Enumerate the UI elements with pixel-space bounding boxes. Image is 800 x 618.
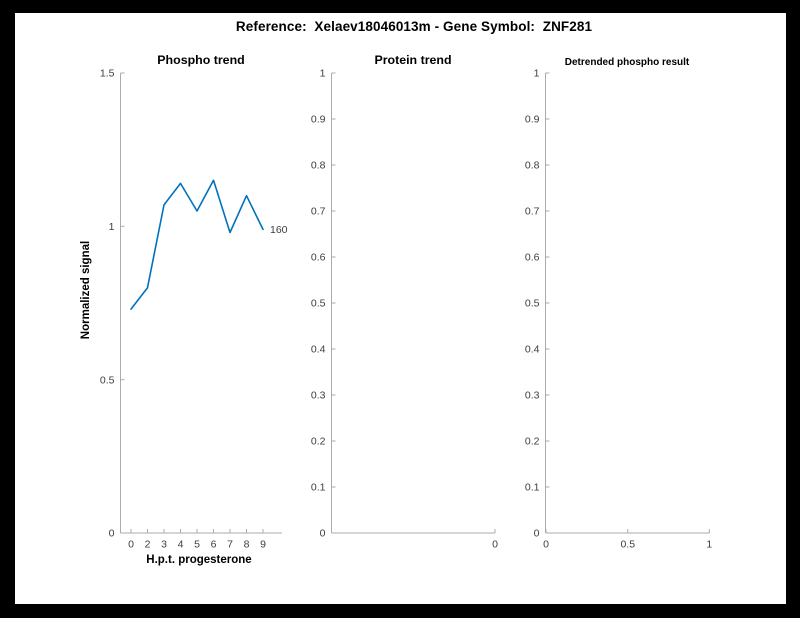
x-tick-label: 8: [244, 539, 250, 551]
x-tick-label: 0: [128, 539, 134, 551]
y-tick-label: 1: [320, 68, 326, 80]
y-tick-label: 1: [109, 221, 115, 233]
x-tick-label: 6: [211, 539, 217, 551]
y-tick-label: 0.3: [525, 390, 540, 402]
series-end-label: 160: [270, 224, 288, 236]
x-tick-label: 1: [706, 539, 712, 551]
x-axis-label-hpt-progesterone: H.p.t. progesterone: [146, 554, 252, 566]
y-tick-label: 0: [534, 528, 540, 540]
y-tick-label: 0.8: [525, 160, 540, 172]
x-tick-label: 9: [260, 539, 266, 551]
y-tick-label: 0.9: [525, 114, 540, 126]
y-tick-label: 0.6: [311, 252, 326, 264]
y-tick-label: 0.4: [525, 344, 540, 356]
y-tick-label: 0.7: [525, 206, 540, 218]
phospho-trend-line: [130, 179, 264, 310]
x-tick-label: 3: [161, 539, 167, 551]
y-tick-label: 0.7: [311, 206, 326, 218]
y-tick-label: 0.9: [311, 114, 326, 126]
y-tick-label: 0.5: [311, 298, 326, 310]
x-tick-label: 7: [227, 539, 233, 551]
y-tick-label: 1: [534, 68, 540, 80]
x-tick-label: 0: [543, 539, 549, 551]
x-tick-label: 4: [178, 539, 184, 551]
subplot-title-protein-trend: Protein trend: [374, 53, 452, 67]
y-tick-label: 0.4: [311, 344, 326, 356]
figure-canvas: [15, 13, 786, 604]
y-tick-label: 0.1: [311, 482, 326, 494]
y-tick-label: 0.3: [311, 390, 326, 402]
y-tick-label: 0.2: [311, 436, 326, 448]
x-tick-label: 0: [492, 539, 498, 551]
y-tick-label: 0: [109, 528, 115, 540]
figure-title: Reference: Xelaev18046013m - Gene Symbol…: [235, 19, 593, 34]
y-tick-label: 0.1: [525, 482, 540, 494]
x-tick-label: 2: [145, 539, 151, 551]
x-tick-label: 0.5: [620, 539, 635, 551]
y-tick-label: 0.8: [311, 160, 326, 172]
subplot-title-detrended-phospho: Detrended phospho result: [564, 57, 690, 68]
x-tick-label: 5: [194, 539, 200, 551]
y-tick-label: 1.5: [100, 68, 115, 80]
y-tick-label: 0.5: [525, 298, 540, 310]
y-tick-label: 0.2: [525, 436, 540, 448]
subplot-title-phospho-trend: Phospho trend: [157, 53, 245, 67]
y-tick-label: 0: [320, 528, 326, 540]
y-tick-label: 0.6: [525, 252, 540, 264]
y-tick-label: 0.5: [100, 374, 115, 386]
